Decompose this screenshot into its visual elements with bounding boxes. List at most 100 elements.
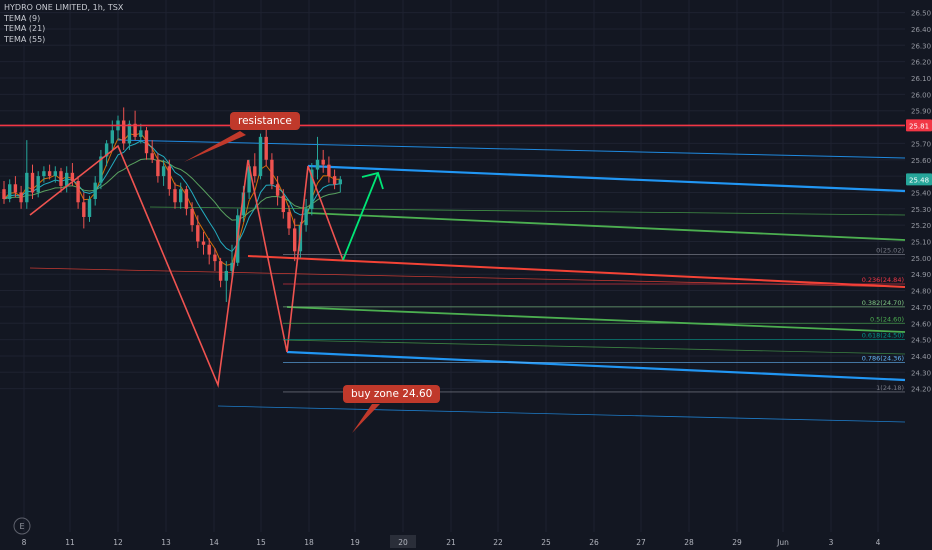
chart-legend: HYDRO ONE LIMITED, 1h, TSX TEMA (9) TEMA… <box>4 3 123 45</box>
x-tick-label: Jun <box>776 538 789 547</box>
price-tag <box>906 119 932 132</box>
y-tick-label: 26.00 <box>911 91 931 99</box>
candle-down <box>332 169 337 190</box>
y-tick-label: 24.40 <box>911 353 931 361</box>
time-axis[interactable]: 8 11 12 13 14 15 18 19 20 21 22 25 26 27 28 29 Jun 3 4 <box>22 535 881 548</box>
candle-body <box>338 179 342 185</box>
candle-body <box>161 166 166 177</box>
indicator-label-tema-9[interactable]: TEMA (9) <box>4 13 41 23</box>
candle-body <box>53 171 57 177</box>
y-tick-label: 24.50 <box>911 337 931 345</box>
candle-down <box>13 176 18 198</box>
candle-body <box>201 241 206 245</box>
fib-level-label: 0.382(24.70) <box>862 299 904 307</box>
candle-body <box>76 181 80 203</box>
pitchfork-median-line <box>247 255 906 288</box>
candle-down <box>167 159 171 196</box>
candle-body <box>8 184 12 199</box>
candle-body <box>110 130 114 144</box>
candle-body <box>184 189 189 209</box>
x-tick-label: 28 <box>684 538 694 547</box>
candle-up <box>8 179 12 203</box>
y-tick-label: 26.10 <box>911 75 931 83</box>
indicator-label-tema-55[interactable]: TEMA (55) <box>4 34 46 44</box>
candle-up <box>53 166 57 183</box>
indicator-label-tema-21[interactable]: TEMA (21) <box>4 24 46 33</box>
trend-channel-drawings <box>29 139 906 423</box>
y-tick-label: 24.20 <box>911 386 931 394</box>
candle-down <box>19 185 23 209</box>
y-tick-label: 24.30 <box>911 369 931 377</box>
pitchfork-upper-median <box>307 212 906 241</box>
y-tick-label: 24.60 <box>911 320 931 328</box>
candle-body <box>332 176 337 185</box>
candle-body <box>213 254 217 262</box>
x-tick-label: 29 <box>732 538 742 547</box>
candle-down <box>275 176 280 206</box>
candle-body <box>36 176 40 193</box>
fib-level-label: 1(24.18) <box>876 384 904 392</box>
candle-down <box>150 140 154 164</box>
candle-down <box>327 156 331 183</box>
candle-body <box>156 159 160 177</box>
candle-down <box>201 231 206 255</box>
candle-down <box>264 127 268 167</box>
candle-body <box>179 189 183 203</box>
candle-down <box>293 218 297 262</box>
candle-body <box>87 198 92 217</box>
candle-down <box>207 238 211 265</box>
candle-up <box>304 198 308 232</box>
y-tick-label: 25.90 <box>911 108 931 116</box>
symbol-title[interactable]: HYDRO ONE LIMITED, 1h, TSX <box>4 3 124 12</box>
candle-down <box>173 182 177 209</box>
x-tick-label: 3 <box>829 538 834 547</box>
candle-down <box>82 192 86 229</box>
buy-zone-callout[interactable]: buy zone 24.60 <box>343 385 441 403</box>
annotation-drawings: E <box>0 124 905 535</box>
candle-down <box>287 205 291 235</box>
candle-down <box>190 202 194 232</box>
candle-body <box>173 189 177 203</box>
y-tick-label: 24.80 <box>911 288 931 296</box>
y-tick-label: 25.60 <box>911 157 931 165</box>
y-tick-label: 24.70 <box>911 304 931 312</box>
candle-up <box>93 176 97 206</box>
y-tick-label: 25.30 <box>911 206 931 214</box>
candle-body <box>253 166 257 177</box>
price-axis[interactable]: 26.5026.4026.3026.2026.1026.0025.9025.80… <box>906 10 932 394</box>
candle-up <box>338 176 342 193</box>
y-tick-label: 24.90 <box>911 271 931 279</box>
y-tick-label: 25.20 <box>911 222 931 230</box>
candle-up <box>87 195 92 222</box>
x-tick-label: 11 <box>65 538 75 547</box>
candle-down <box>213 248 217 271</box>
candle-body <box>104 143 109 157</box>
price-tag-label: 25.48 <box>909 176 929 184</box>
candle-body <box>82 202 86 217</box>
candle-body <box>247 166 251 193</box>
candle-body <box>99 156 103 183</box>
candle-body <box>321 159 325 165</box>
candle-body <box>264 136 268 160</box>
candle-body <box>327 164 331 177</box>
candle-up <box>36 171 40 198</box>
resistance-callout[interactable]: resistance <box>230 112 300 130</box>
candle-body <box>207 244 211 255</box>
candle-body <box>218 261 223 281</box>
x-tick-label: 26 <box>589 538 599 547</box>
candle-down <box>184 185 189 216</box>
candle-body <box>230 262 234 271</box>
candle-up <box>99 149 103 190</box>
buy-zone-callout-pointer <box>352 404 380 433</box>
candle-body <box>258 136 263 177</box>
pitchfork-lower-line <box>286 350 906 382</box>
y-tick-label: 26.50 <box>911 10 931 18</box>
watermark-letter: E <box>19 522 24 531</box>
x-tick-label: 21 <box>446 538 456 547</box>
candle-body <box>167 166 171 190</box>
candle-up <box>104 140 109 167</box>
fib-level-label: 0(25.02) <box>876 247 904 255</box>
y-tick-label: 26.40 <box>911 26 931 34</box>
candle-body <box>315 159 320 170</box>
